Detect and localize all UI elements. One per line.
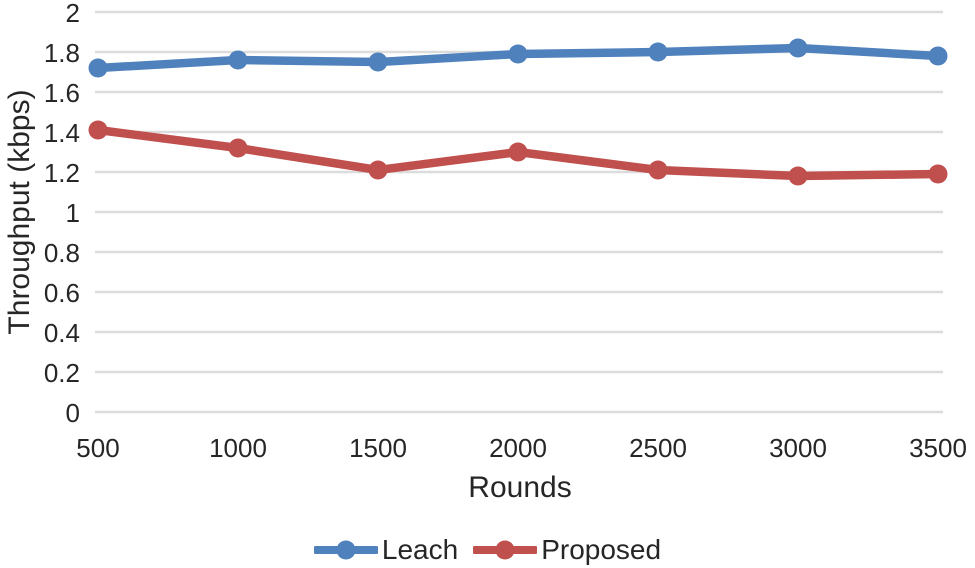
data-point-leach — [928, 46, 948, 66]
legend-marker-icon — [473, 540, 538, 560]
y-tick-label: 0 — [66, 398, 80, 428]
y-tick-label: 2 — [66, 0, 80, 28]
y-tick-label: 1 — [66, 198, 80, 228]
legend-marker-icon — [313, 540, 378, 560]
x-axis-title: Rounds — [468, 471, 571, 504]
x-axis-tick-labels: 500 1000 1500 2000 2500 3000 3500 — [76, 433, 967, 463]
data-point-leach — [88, 58, 108, 78]
y-tick-label: 0.4 — [44, 318, 80, 348]
data-point-proposed — [368, 160, 388, 180]
legend-label: Leach — [381, 534, 459, 565]
data-point-proposed — [508, 142, 528, 162]
y-tick-label: 0.6 — [44, 278, 80, 308]
data-point-proposed — [788, 166, 808, 186]
gridlines — [95, 10, 943, 414]
data-point-leach — [368, 52, 388, 72]
x-tick-label: 2000 — [489, 433, 547, 463]
legend: Leach Proposed — [0, 534, 975, 566]
data-point-proposed — [928, 164, 948, 184]
y-tick-label: 1.4 — [44, 118, 80, 148]
x-tick-label: 500 — [76, 433, 119, 463]
legend-item-proposed: Proposed — [473, 534, 661, 566]
y-tick-label: 1.2 — [44, 158, 80, 188]
y-tick-label: 0.8 — [44, 238, 80, 268]
series-layer — [88, 38, 948, 186]
x-tick-label: 1000 — [209, 433, 267, 463]
legend-label: Proposed — [541, 534, 662, 565]
x-tick-label: 1500 — [349, 433, 407, 463]
data-point-leach — [508, 44, 528, 64]
data-point-proposed — [648, 160, 668, 180]
y-tick-label: 0.2 — [44, 358, 80, 388]
x-tick-label: 3500 — [909, 433, 967, 463]
x-tick-label: 3000 — [769, 433, 827, 463]
data-point-proposed — [88, 120, 108, 140]
data-point-leach — [648, 42, 668, 62]
x-tick-label: 2500 — [629, 433, 687, 463]
y-axis-title: Throughput (kbps) — [3, 89, 36, 334]
y-tick-label: 1.8 — [44, 38, 80, 68]
data-point-proposed — [228, 138, 248, 158]
legend-item-leach: Leach — [313, 534, 459, 566]
data-point-leach — [788, 38, 808, 58]
y-tick-label: 1.6 — [44, 78, 80, 108]
y-axis-tick-labels: 0 0.2 0.4 0.6 0.8 1 1.2 1.4 1.6 1.8 2 — [44, 0, 80, 428]
data-point-leach — [228, 50, 248, 70]
